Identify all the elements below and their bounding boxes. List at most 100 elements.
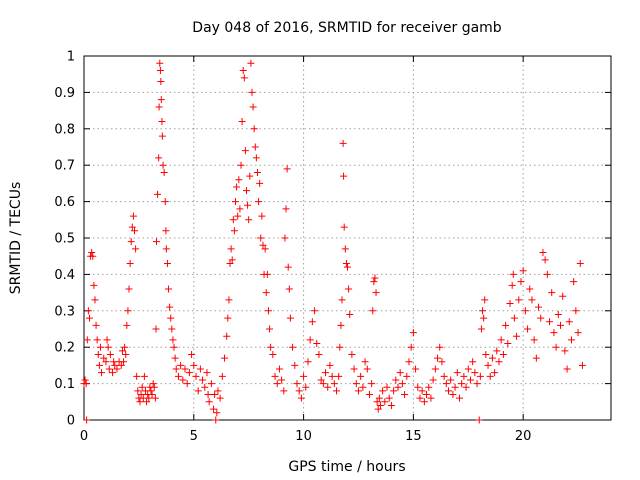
data-point — [311, 307, 319, 315]
data-point — [136, 398, 144, 406]
data-point — [211, 391, 219, 399]
data-point — [155, 154, 163, 162]
data-point — [409, 329, 417, 337]
data-point — [267, 343, 275, 351]
data-point — [326, 361, 334, 369]
data-point — [466, 376, 474, 384]
grid-lines — [84, 56, 611, 420]
data-point — [244, 201, 252, 209]
data-point — [336, 343, 344, 351]
data-point — [431, 365, 439, 373]
data-point — [455, 394, 463, 402]
x-tick-label: 5 — [190, 429, 198, 444]
data-point — [363, 365, 371, 373]
data-point — [102, 358, 110, 366]
data-point — [134, 387, 142, 395]
data-point — [166, 303, 174, 311]
data-point — [251, 143, 259, 151]
data-point — [462, 383, 470, 391]
data-point — [132, 245, 140, 253]
data-point — [168, 325, 176, 333]
data-point — [156, 67, 164, 75]
data-point — [286, 314, 294, 322]
data-point — [253, 168, 261, 176]
data-point — [117, 361, 125, 369]
data-point — [170, 343, 178, 351]
data-point — [475, 416, 483, 424]
data-point — [308, 318, 316, 326]
data-point — [125, 285, 133, 293]
y-tick-label: 0.8 — [54, 122, 75, 137]
data-point — [185, 369, 193, 377]
data-point — [361, 358, 369, 366]
data-point — [339, 139, 347, 147]
data-point — [91, 296, 99, 304]
data-point — [98, 369, 106, 377]
plot-frame — [83, 55, 612, 421]
data-point — [237, 161, 245, 169]
data-point — [192, 372, 200, 380]
data-point — [369, 307, 377, 315]
data-point — [169, 336, 177, 344]
data-point — [224, 314, 232, 322]
data-point — [510, 314, 518, 322]
data-point — [401, 391, 409, 399]
data-point — [570, 278, 578, 286]
data-point — [162, 227, 170, 235]
x-tick-label: 0 — [80, 429, 88, 444]
data-point — [416, 394, 424, 402]
data-point — [528, 296, 536, 304]
data-point — [127, 238, 135, 246]
data-point — [574, 329, 582, 337]
data-point — [95, 361, 103, 369]
data-point — [302, 383, 310, 391]
data-point — [341, 245, 349, 253]
data-point — [451, 383, 459, 391]
data-point — [129, 212, 137, 220]
data-point — [143, 398, 151, 406]
data-point — [530, 336, 538, 344]
data-point — [284, 263, 292, 271]
data-point — [423, 391, 431, 399]
data-point — [223, 332, 231, 340]
data-point — [480, 314, 488, 322]
data-point — [226, 259, 234, 267]
data-point — [106, 350, 114, 358]
data-point — [313, 340, 321, 348]
data-point — [159, 161, 167, 169]
data-point — [438, 358, 446, 366]
data-point — [322, 369, 330, 377]
data-point — [381, 398, 389, 406]
data-point — [199, 376, 207, 384]
data-point — [228, 256, 236, 264]
data-point — [537, 314, 545, 322]
data-point — [248, 88, 256, 96]
data-point — [83, 336, 91, 344]
data-point — [201, 383, 209, 391]
y-tick-label: 0.2 — [54, 341, 75, 356]
data-point — [513, 332, 521, 340]
data-point — [216, 394, 224, 402]
data-point — [572, 307, 580, 315]
data-point — [238, 118, 246, 126]
data-point — [493, 347, 501, 355]
data-point — [509, 270, 517, 278]
data-point — [269, 350, 277, 358]
data-point — [156, 59, 164, 67]
data-point — [235, 176, 243, 184]
data-point — [171, 354, 179, 362]
data-point — [442, 380, 450, 388]
data-point — [283, 165, 291, 173]
data-point — [460, 372, 468, 380]
data-point — [539, 249, 547, 257]
data-point — [264, 307, 272, 315]
data-point — [526, 285, 534, 293]
data-point — [138, 383, 146, 391]
data-point — [158, 118, 166, 126]
data-point — [263, 270, 271, 278]
data-point — [368, 380, 376, 388]
axis-ticks: 00.10.20.30.40.50.60.70.80.910 5 10 15 20 — [54, 50, 611, 444]
data-point — [550, 329, 558, 337]
y-tick-label: 0.5 — [54, 232, 75, 247]
data-point — [508, 281, 516, 289]
